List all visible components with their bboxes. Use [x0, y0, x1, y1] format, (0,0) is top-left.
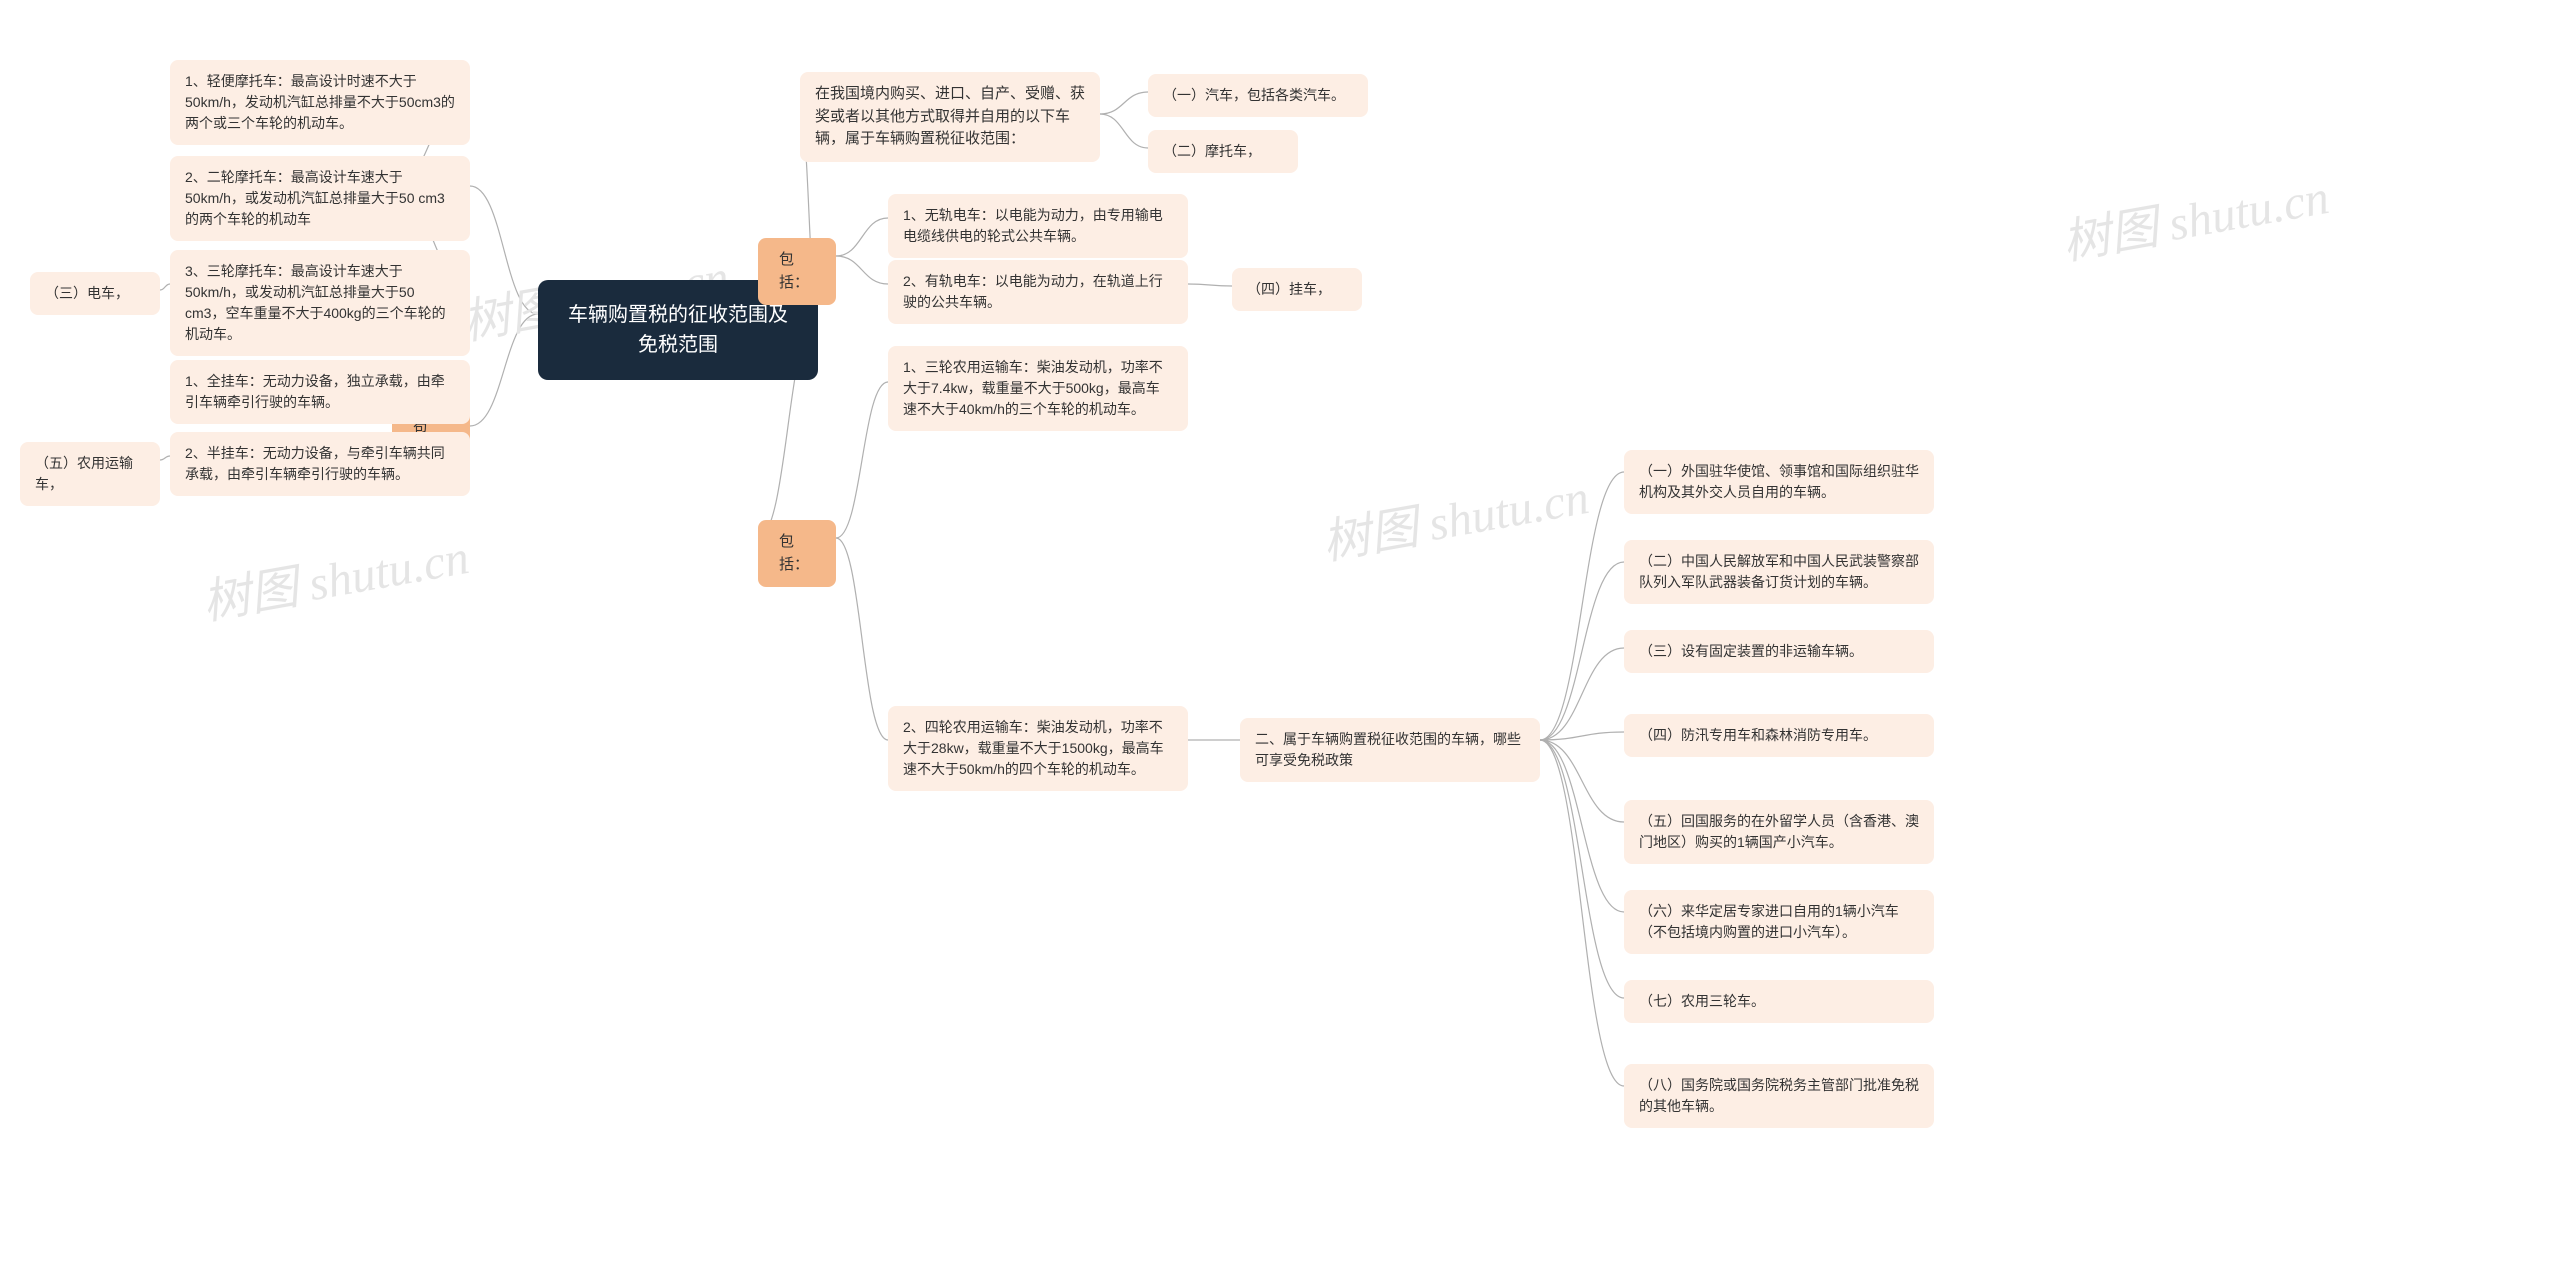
inc-2: 包括：	[758, 520, 836, 587]
scope-b: （二）摩托车，	[1148, 130, 1298, 173]
left-a-1: 1、轻便摩托车：最高设计时速不大于50km/h，发动机汽缸总排量不大于50cm3…	[170, 60, 470, 145]
watermark: 树图 shutu.cn	[2056, 157, 2333, 273]
exempt-7: （七）农用三轮车。	[1624, 980, 1934, 1023]
scope-a: （一）汽车，包括各类汽车。	[1148, 74, 1368, 117]
left-b-2-a: （五）农用运输车，	[20, 442, 160, 506]
left-b-1: 1、全挂车：无动力设备，独立承载，由牵引车辆牵引行驶的车辆。	[170, 360, 470, 424]
inc-1-1: 1、无轨电车：以电能为动力，由专用输电电缆线供电的轮式公共车辆。	[888, 194, 1188, 258]
exempt-1: （一）外国驻华使馆、领事馆和国际组织驻华机构及其外交人员自用的车辆。	[1624, 450, 1934, 514]
left-a-3: 3、三轮摩托车：最高设计车速大于50km/h，或发动机汽缸总排量大于50 cm3…	[170, 250, 470, 356]
scope-intro: 在我国境内购买、进口、自产、受赠、获奖或者以其他方式取得并自用的以下车辆，属于车…	[800, 72, 1100, 162]
left-a-3-a: （三）电车，	[30, 272, 160, 315]
exempt-6: （六）来华定居专家进口自用的1辆小汽车（不包括境内购置的进口小汽车）。	[1624, 890, 1934, 954]
left-b-2: 2、半挂车：无动力设备，与牵引车辆共同承载，由牵引车辆牵引行驶的车辆。	[170, 432, 470, 496]
inc-2-2: 2、四轮农用运输车：柴油发动机，功率不大于28kw，载重量不大于1500kg，最…	[888, 706, 1188, 791]
exempt-2: （二）中国人民解放军和中国人民武装警察部队列入军队武器装备订货计划的车辆。	[1624, 540, 1934, 604]
watermark: 树图 shutu.cn	[1316, 457, 1593, 573]
inc-1: 包括：	[758, 238, 836, 305]
exempt-5: （五）回国服务的在外留学人员（含香港、澳门地区）购买的1辆国产小汽车。	[1624, 800, 1934, 864]
left-a-2: 2、二轮摩托车：最高设计车速大于50km/h，或发动机汽缸总排量大于50 cm3…	[170, 156, 470, 241]
inc-1-2-a: （四）挂车，	[1232, 268, 1362, 311]
exempt-8: （八）国务院或国务院税务主管部门批准免税的其他车辆。	[1624, 1064, 1934, 1128]
inc-2-2-a: 二、属于车辆购置税征收范围的车辆，哪些可享受免税政策	[1240, 718, 1540, 782]
inc-2-1: 1、三轮农用运输车：柴油发动机，功率不大于7.4kw，载重量不大于500kg，最…	[888, 346, 1188, 431]
exempt-3: （三）设有固定装置的非运输车辆。	[1624, 630, 1934, 673]
watermark: 树图 shutu.cn	[196, 517, 473, 633]
inc-1-2: 2、有轨电车：以电能为动力，在轨道上行驶的公共车辆。	[888, 260, 1188, 324]
exempt-4: （四）防汛专用车和森林消防专用车。	[1624, 714, 1934, 757]
